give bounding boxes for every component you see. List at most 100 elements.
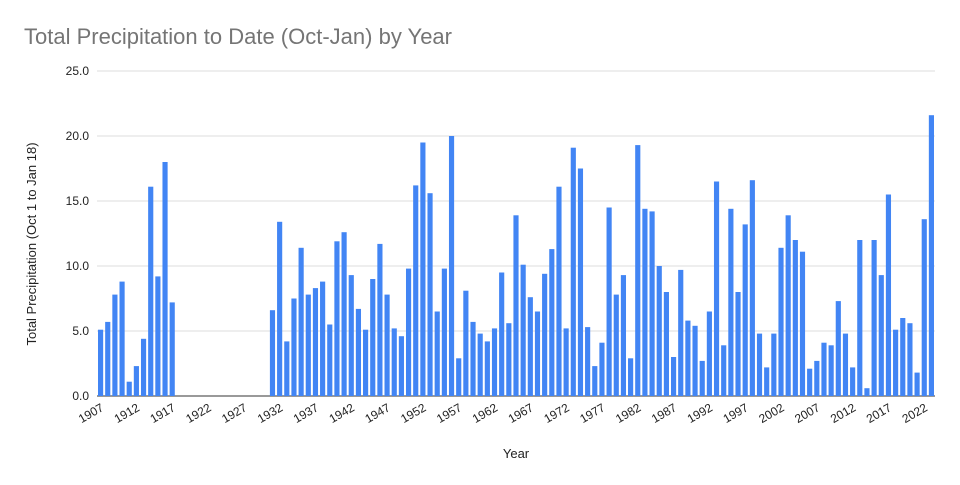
bar (900, 318, 906, 396)
x-tick-label: 1972 (542, 400, 572, 426)
bar (685, 320, 691, 396)
bar (620, 275, 627, 396)
bar (749, 180, 755, 396)
x-tick-label: 2022 (900, 400, 930, 426)
bar (527, 297, 533, 396)
bar (513, 215, 519, 396)
bar (370, 279, 376, 396)
bar (398, 336, 404, 396)
bar (348, 275, 354, 396)
bar (334, 241, 340, 396)
bar (105, 321, 111, 396)
bar (771, 333, 777, 396)
bar (456, 358, 462, 396)
x-tick-label: 1957 (434, 400, 464, 426)
bar (570, 147, 576, 396)
x-tick-label: 1917 (148, 400, 178, 426)
x-tick-label: 1987 (649, 400, 679, 426)
bar (155, 276, 161, 396)
bar (405, 268, 412, 396)
bar (506, 323, 512, 396)
bar (814, 360, 820, 396)
bar (592, 366, 598, 396)
bar (893, 329, 899, 396)
y-axis-label: Total Precipitation (Oct 1 to Jan 18) (24, 142, 39, 345)
bar (470, 321, 476, 396)
bar (305, 294, 311, 396)
bar (850, 367, 856, 396)
bar (448, 136, 455, 396)
x-tick-label: 1947 (362, 400, 392, 426)
bar (663, 292, 669, 396)
bar (391, 328, 397, 396)
bar (642, 208, 648, 396)
bar (792, 240, 798, 396)
bar (577, 168, 584, 396)
bar (692, 325, 698, 396)
bar (656, 266, 662, 396)
bar (327, 324, 333, 396)
x-tick-label: 2007 (792, 400, 822, 426)
bar (928, 115, 934, 396)
bar (384, 294, 390, 396)
bar (914, 372, 920, 396)
y-tick-label: 15.0 (66, 194, 90, 208)
bar (613, 294, 619, 396)
bar (534, 311, 541, 396)
bar (341, 232, 347, 396)
bar (420, 142, 426, 396)
x-tick-label: 1997 (721, 400, 751, 426)
bar (463, 290, 469, 396)
bar (277, 221, 283, 396)
x-tick-label: 1982 (613, 400, 643, 426)
x-tick-label: 1962 (470, 400, 500, 426)
bar (549, 249, 555, 396)
bar (742, 224, 748, 396)
bar (284, 341, 290, 396)
bar (556, 186, 562, 396)
bar (119, 281, 125, 396)
bar (735, 292, 741, 396)
bar (434, 311, 440, 396)
y-tick-label: 10.0 (66, 259, 90, 273)
bar (169, 302, 175, 396)
bar (355, 308, 362, 396)
bar (821, 342, 827, 396)
bar (162, 162, 168, 396)
x-tick-label: 1922 (183, 400, 213, 426)
bar (320, 281, 326, 396)
x-tick-label: 1977 (577, 400, 607, 426)
bar (269, 310, 276, 396)
bar (499, 272, 505, 396)
bar (291, 298, 297, 396)
y-tick-label: 0.0 (72, 389, 89, 403)
bar (363, 329, 369, 396)
bar (133, 366, 139, 396)
bar (585, 327, 591, 396)
bar (921, 219, 927, 396)
bar (799, 251, 806, 396)
x-tick-label: 1937 (291, 400, 321, 426)
bar (857, 240, 863, 396)
y-tick-label: 20.0 (66, 129, 90, 143)
x-axis-label: Year (503, 446, 530, 461)
x-tick-label: 2012 (828, 400, 858, 426)
x-tick-label: 1942 (327, 400, 357, 426)
bar (842, 333, 849, 396)
bar (491, 328, 498, 396)
bar (878, 275, 884, 396)
bar (140, 338, 147, 396)
bar (835, 301, 841, 396)
bar (427, 193, 433, 396)
bar (728, 208, 734, 396)
bar (785, 215, 791, 396)
bar (635, 145, 641, 396)
bar (764, 367, 770, 396)
bar (670, 357, 677, 396)
bar (721, 345, 727, 396)
bar (778, 247, 784, 396)
bar (907, 323, 913, 396)
bar (871, 240, 877, 396)
bar (699, 360, 705, 396)
bar (126, 381, 132, 396)
